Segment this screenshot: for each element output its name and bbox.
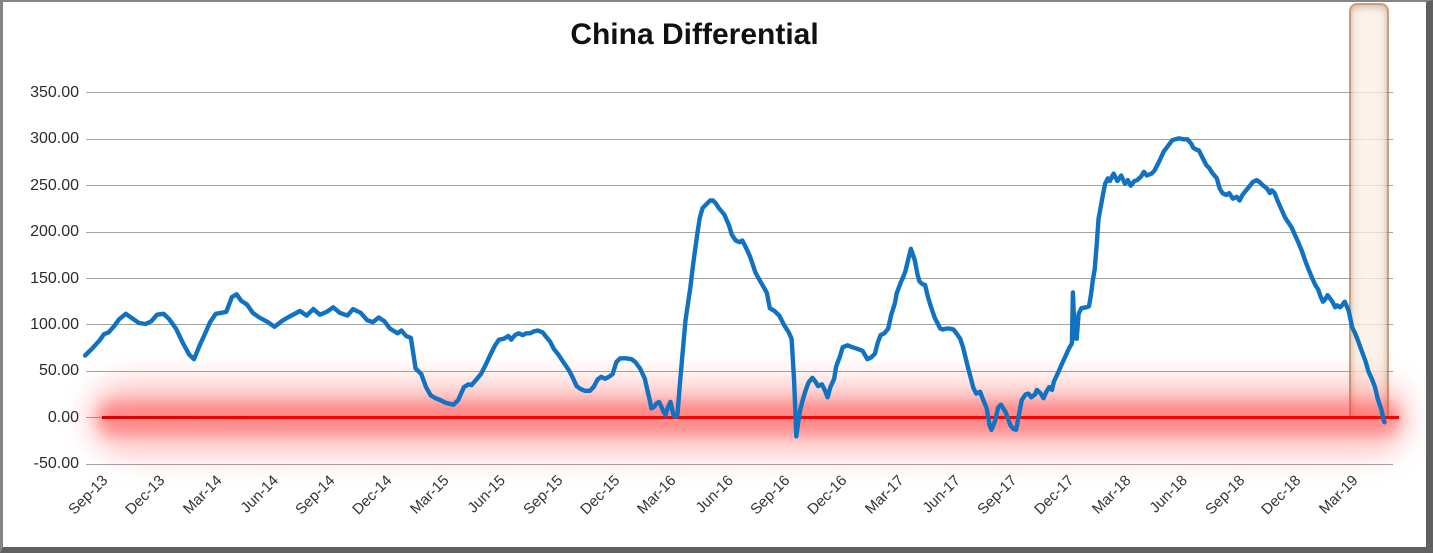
y-gridline [86,92,1393,94]
zero-line [102,416,1399,419]
y-gridline [86,231,1393,233]
series-line-path [82,136,1387,439]
highlight-band [1349,3,1390,418]
y-axis-tick-label: 350.00 [30,83,79,101]
y-axis-tick-label: 300.00 [30,130,79,148]
y-axis-tick-label: 50.00 [38,362,79,380]
y-axis-tick-label: 0.00 [47,408,79,426]
y-gridline [86,138,1393,140]
y-axis-tick-label: 150.00 [30,269,79,287]
y-axis-tick-label: 200.00 [30,223,79,241]
y-axis-tick-label: 250.00 [30,176,79,194]
y-axis-tick-label: -50.00 [33,455,79,473]
y-gridline [86,463,1393,465]
y-gridline [86,278,1393,279]
y-gridline [86,324,1393,326]
y-gridline [86,185,1393,187]
y-gridline [86,370,1393,372]
chart-title: China Differential [570,18,819,51]
y-axis-tick-label: 100.00 [30,315,79,333]
series-line [82,136,1387,439]
